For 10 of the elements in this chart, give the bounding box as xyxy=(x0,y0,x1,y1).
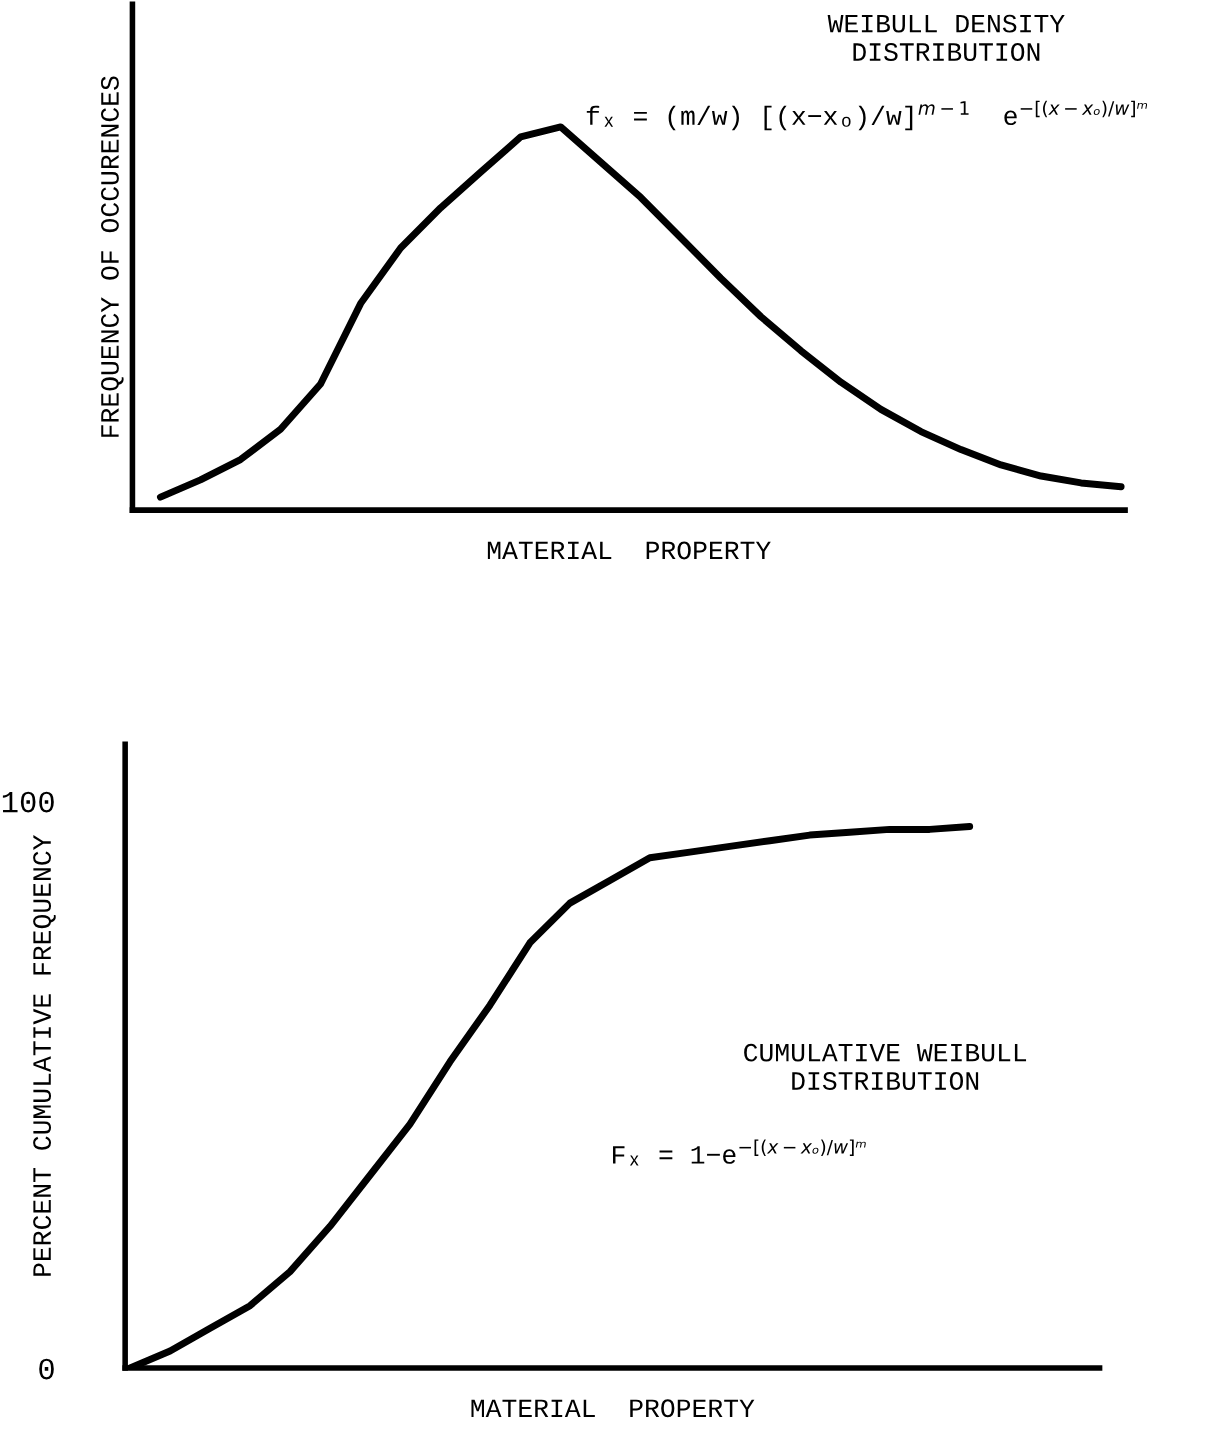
text: fₓ = (m/w) [(x−xₒ)/w]$^{m−1}$ e$^{−[(x−xₒ)/w]ᵐ}$ xyxy=(586,100,1148,131)
x-axis-title: MATERIAL PROPERTY xyxy=(487,541,771,560)
y-tick-label: 0 xyxy=(39,1358,54,1380)
text: CUMULATIVE WEIBULL DISTRIBUTION xyxy=(744,1043,1027,1090)
y-axis-title: FREQUENCY OF OCCURENCES xyxy=(100,76,124,437)
x-axis-title: MATERIAL PROPERTY xyxy=(471,1399,755,1418)
y-tick-label: 100 xyxy=(2,791,54,813)
y-axis-title: PERCENT CUMULATIVE FREQUENCY xyxy=(33,834,56,1276)
chart-title: WEIBULL DENSITY DISTRIBUTION xyxy=(827,14,1065,62)
annotation: Fₓ = 1−e$^{−[(x−xₒ)/w]ᵐ}$ xyxy=(613,1139,866,1166)
